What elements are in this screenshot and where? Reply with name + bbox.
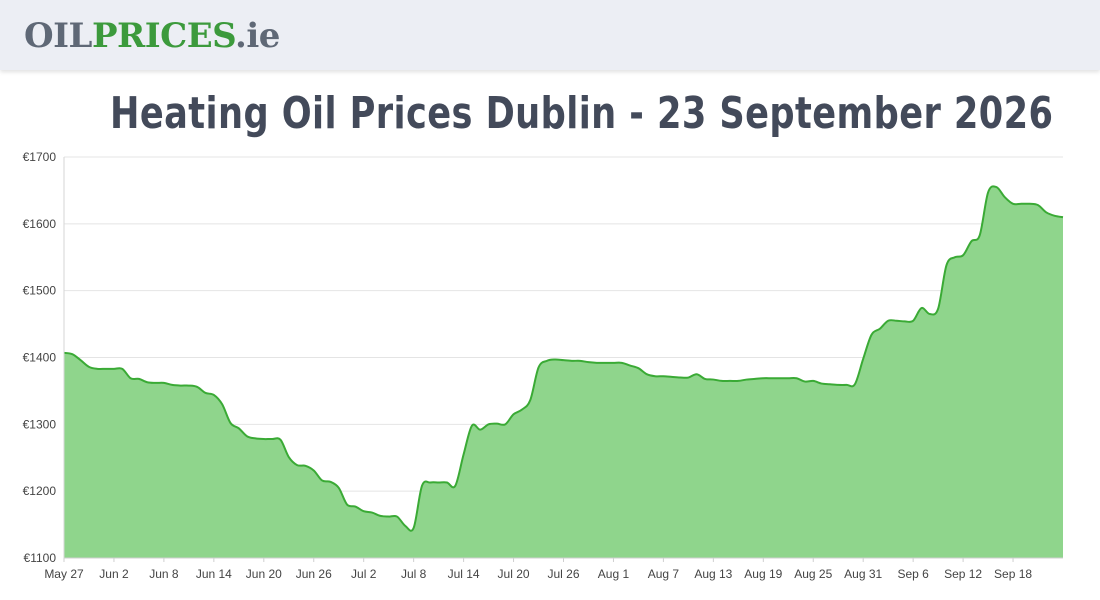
x-tick-label: Sep 18 xyxy=(994,567,1032,581)
y-tick-label: €1400 xyxy=(23,351,57,365)
y-tick-label: €1200 xyxy=(23,484,57,498)
x-tick-label: Jun 26 xyxy=(296,567,332,581)
x-tick-label: Jun 8 xyxy=(149,567,179,581)
x-tick-label: Jul 2 xyxy=(351,567,377,581)
site-header: OILPRICES.ie xyxy=(0,0,1100,70)
x-tick-label: Aug 1 xyxy=(598,567,630,581)
x-tick-label: Aug 19 xyxy=(744,567,782,581)
x-tick-label: Jun 20 xyxy=(246,567,282,581)
logo-text-oil: OIL xyxy=(24,16,92,56)
x-tick-label: Jul 14 xyxy=(448,567,480,581)
x-tick-label: Sep 6 xyxy=(897,567,929,581)
x-tick-label: Jun 2 xyxy=(99,567,129,581)
chart-x-axis: May 27 Jun 2 Jun 8 Jun 14 Jun 20 Jun 26 Jul 2 J… xyxy=(44,557,1063,581)
logo-text-domain: .ie xyxy=(234,16,280,56)
x-tick-label: Jul 26 xyxy=(547,567,579,581)
x-tick-label: Sep 12 xyxy=(944,567,982,581)
y-tick-label: €1500 xyxy=(23,284,57,298)
y-tick-label: €1600 xyxy=(23,217,57,231)
x-tick-label: Jun 14 xyxy=(196,567,232,581)
logo-text-prices: PRICES xyxy=(91,16,236,56)
x-tick-label: Jul 20 xyxy=(498,567,530,581)
page-title: Heating Oil Prices Dublin - 23 September… xyxy=(110,88,1054,139)
chart-area-series xyxy=(63,185,1064,558)
x-tick-label: Aug 7 xyxy=(648,567,680,581)
y-tick-label: €1100 xyxy=(24,551,57,565)
y-tick-label: €1700 xyxy=(23,150,57,164)
x-tick-label: May 27 xyxy=(44,567,84,581)
x-tick-label: Aug 13 xyxy=(694,567,732,581)
y-tick-label: €1300 xyxy=(23,417,57,431)
x-tick-label: Aug 25 xyxy=(794,567,832,581)
series-area-fill xyxy=(64,186,1063,558)
site-logo[interactable]: OILPRICES.ie xyxy=(24,14,280,58)
chart-y-axis: €1100 €1200 €1300 €1400 €1500 €1600 €1700 xyxy=(23,150,65,565)
x-tick-label: Aug 31 xyxy=(844,567,882,581)
x-tick-label: Jul 8 xyxy=(401,567,427,581)
series-line xyxy=(63,185,1064,532)
